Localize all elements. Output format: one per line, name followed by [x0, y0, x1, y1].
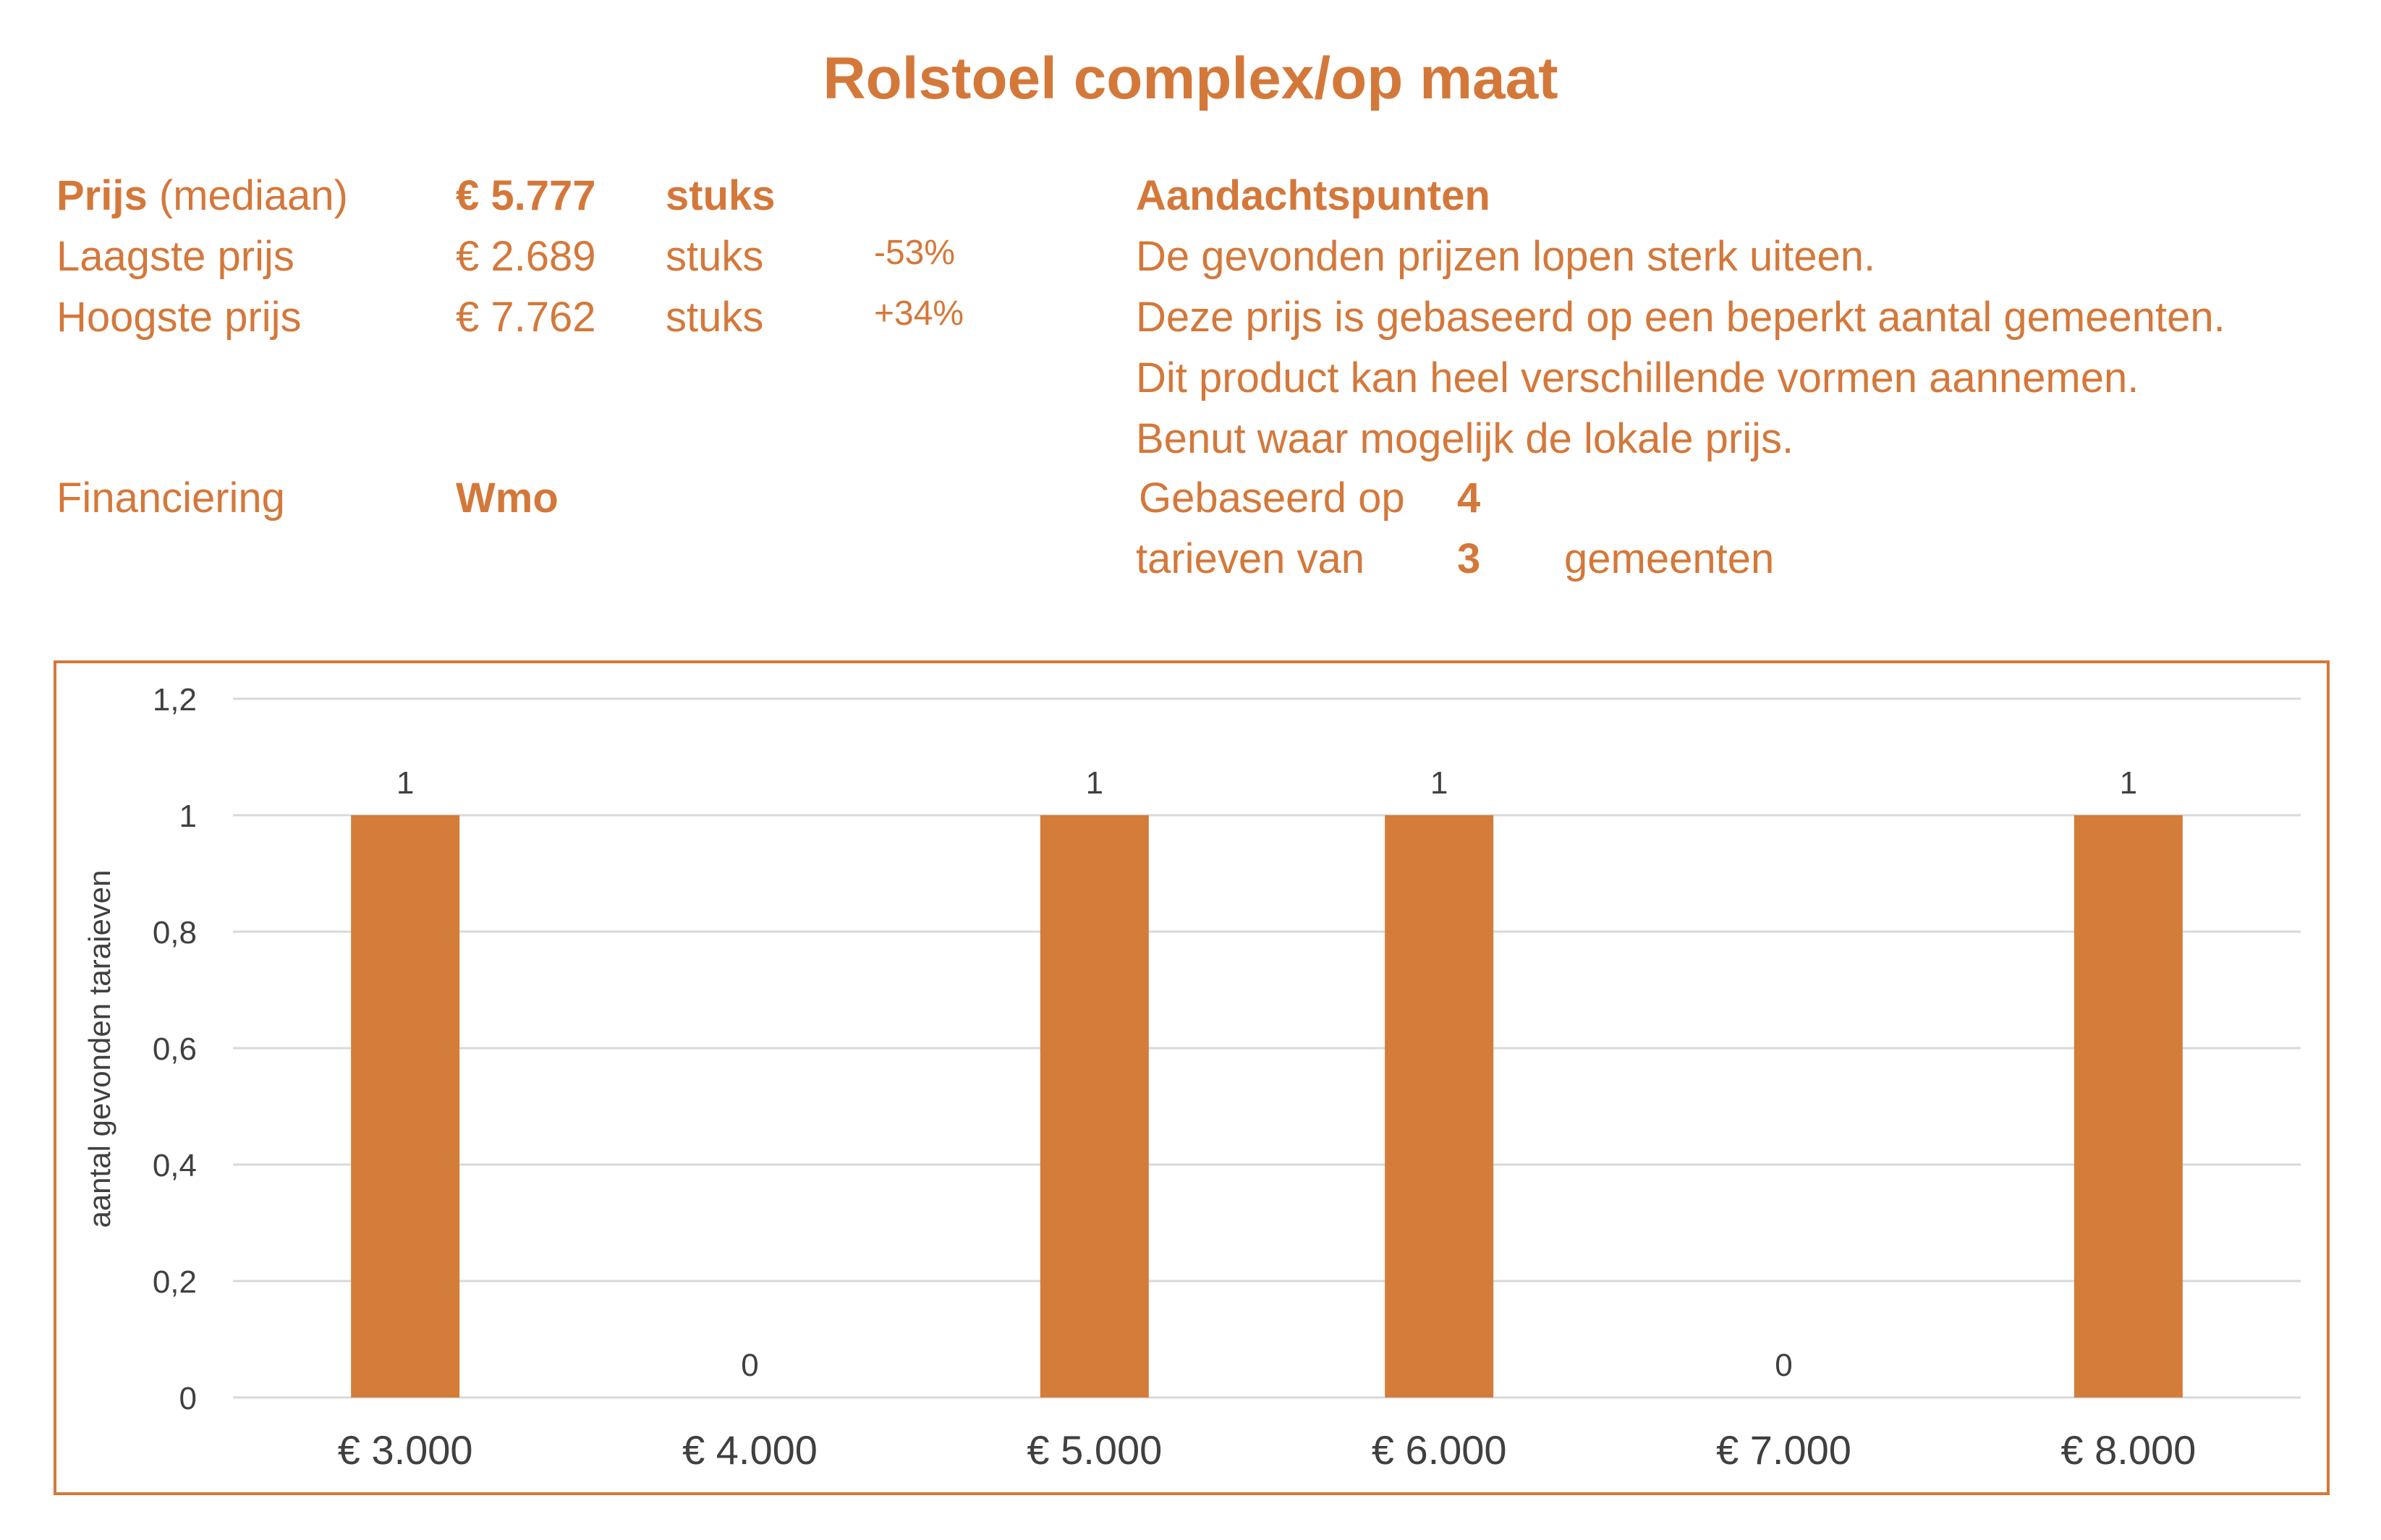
- x-tick-label: € 8.000: [2060, 1427, 2196, 1473]
- gemeenten-label: gemeenten: [1564, 535, 1775, 582]
- bar: [1385, 815, 1494, 1398]
- tarieven-value: 3: [1457, 535, 1481, 582]
- bar: [1040, 815, 1149, 1398]
- aandachtspunten-heading: Aandachtspunten: [1136, 172, 1490, 219]
- aandachtspunt-line: Dit product kan heel verschillende vorme…: [1136, 354, 2139, 401]
- y-tick-label: 0,4: [153, 1148, 197, 1183]
- prijs-value: € 5.777: [456, 172, 596, 219]
- hoogste-pct: +34%: [874, 294, 964, 333]
- data-label: 1: [1430, 765, 1448, 801]
- laagste-label: Laagste prijs: [56, 233, 294, 280]
- data-label: 0: [741, 1348, 758, 1383]
- y-tick-label: 0,8: [153, 915, 197, 950]
- bar: [2074, 815, 2183, 1398]
- laagste-unit: stuks: [666, 233, 764, 280]
- laagste-value: € 2.689: [456, 233, 596, 280]
- aandachtspunt-line: Deze prijs is gebaseerd op een beperkt a…: [1136, 294, 2225, 341]
- data-label: 1: [1086, 765, 1103, 801]
- prijs-label: Prijs: [56, 172, 148, 219]
- hoogste-value: € 7.762: [456, 294, 596, 341]
- y-tick-label: 1,2: [153, 682, 197, 718]
- page-title: Rolstoel complex/op maat: [823, 46, 1558, 111]
- y-axis-label: aantal gevonden taraieven: [82, 869, 116, 1228]
- x-tick-label: € 5.000: [1027, 1427, 1162, 1473]
- prijs-suffix: (mediaan): [158, 172, 348, 219]
- aandachtspunt-line: De gevonden prijzen lopen sterk uiteen.: [1136, 233, 1876, 280]
- chart-frame: [54, 660, 2330, 1495]
- hoogste-unit: stuks: [666, 294, 764, 341]
- y-tick-label: 0: [179, 1381, 197, 1416]
- prijs-unit: stuks: [666, 172, 776, 219]
- aandachtspunt-line: Benut waar mogelijk de lokale prijs.: [1136, 415, 1794, 462]
- x-tick-label: € 6.000: [1372, 1427, 1507, 1473]
- data-label: 1: [396, 765, 414, 801]
- tarieven-label: tarieven van: [1136, 535, 1364, 582]
- y-tick-label: 0,2: [153, 1264, 197, 1300]
- laagste-pct: -53%: [874, 234, 956, 272]
- financiering-label: Financiering: [56, 475, 285, 522]
- financiering-value: Wmo: [456, 475, 559, 522]
- x-tick-label: € 4.000: [682, 1427, 818, 1473]
- y-tick-label: 1: [179, 799, 197, 834]
- gebaseerd-value: 4: [1457, 475, 1481, 522]
- gebaseerd-label: Gebaseerd op: [1139, 475, 1405, 522]
- data-label: 0: [1775, 1348, 1792, 1383]
- hoogste-label: Hoogste prijs: [56, 294, 302, 341]
- x-tick-label: € 3.000: [338, 1427, 473, 1473]
- x-tick-label: € 7.000: [1716, 1427, 1851, 1473]
- data-label: 1: [2120, 765, 2137, 801]
- bar: [351, 815, 460, 1398]
- prijs-row-label: Prijs (mediaan): [56, 175, 348, 217]
- y-tick-label: 0,6: [153, 1031, 197, 1067]
